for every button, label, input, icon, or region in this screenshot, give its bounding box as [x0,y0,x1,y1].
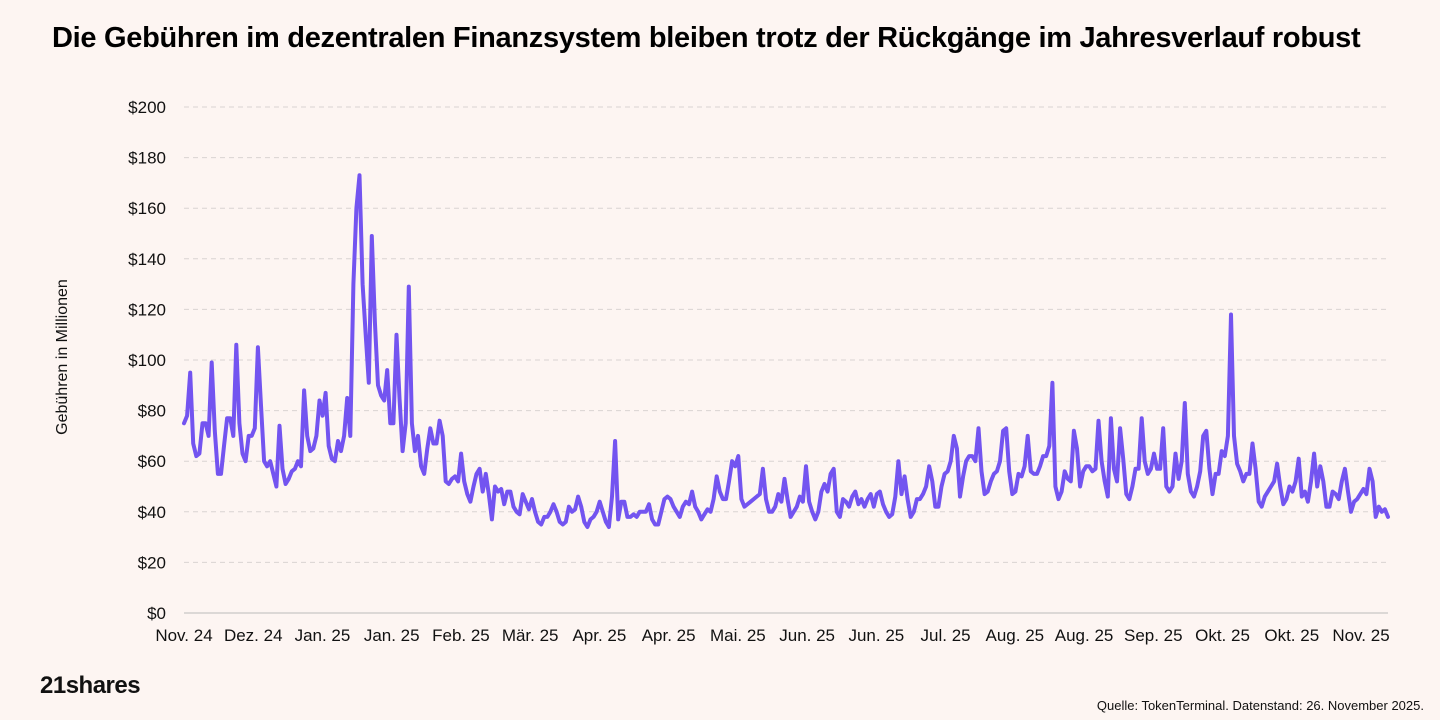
y-tick-label: $20 [138,553,166,572]
x-tick-label: Aug. 25 [986,626,1045,645]
x-tick-label: Nov. 25 [1332,626,1389,645]
y-tick-label: $100 [128,351,166,370]
y-axis-label: Gebühren in Millionen [54,279,71,435]
grid-lines [184,106,1388,563]
x-tick-label: Dez. 24 [224,626,283,645]
y-tick-label: $200 [128,98,166,117]
brand-logo: 21shares [40,672,141,699]
y-tick-label: $160 [128,199,166,218]
y-tick-label: $140 [128,250,166,269]
series-line [182,173,1390,529]
y-tick-label: $0 [147,604,166,623]
x-tick-label: Aug. 25 [1055,626,1114,645]
x-tick-label: Jun. 25 [848,626,904,645]
x-tick-label: Apr. 25 [642,626,696,645]
x-tick-label: Jan. 25 [295,626,351,645]
x-axis-ticks: Nov. 24 Dez. 24 Jan. 25 Jan. 25 Feb. 25 Mär. … [155,626,1389,645]
y-tick-label: $40 [138,503,166,522]
x-tick-label: Jun. 25 [779,626,835,645]
source-note: Quelle: TokenTerminal. Datenstand: 26. N… [1096,698,1424,713]
line-chart: $0 $20 $40 $60 $80 $100 $120 $140 $160 $180 $200 N… [54,98,1390,645]
x-tick-label: Okt. 25 [1264,626,1319,645]
x-tick-label: Jan. 25 [364,626,420,645]
chart-title: Die Gebühren im dezentralen Finanzsystem… [52,22,1361,54]
y-tick-label: $120 [128,300,166,319]
x-tick-label: Mär. 25 [502,626,559,645]
y-tick-label: $60 [138,452,166,471]
y-tick-label: $180 [128,149,166,168]
x-tick-label: Feb. 25 [432,626,490,645]
y-axis-ticks: $0 $20 $40 $60 $80 $100 $120 $140 $160 $180 $200 [128,98,166,623]
x-tick-label: Jul. 25 [921,626,971,645]
y-tick-label: $80 [138,402,166,421]
x-tick-label: Sep. 25 [1124,626,1183,645]
x-tick-label: Nov. 24 [155,626,212,645]
x-tick-label: Mai. 25 [710,626,766,645]
x-tick-label: Apr. 25 [572,626,626,645]
x-tick-label: Okt. 25 [1195,626,1250,645]
